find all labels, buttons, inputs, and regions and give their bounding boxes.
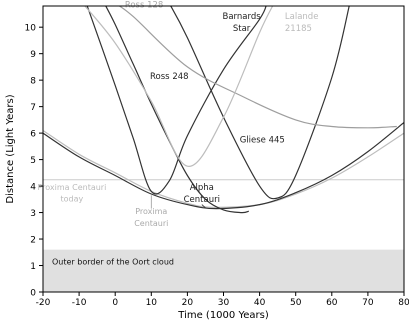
x-tick-label: 20 (182, 298, 194, 308)
series-line-lalande-21185 (84, 6, 274, 167)
annotation-label: Star (233, 24, 251, 34)
alpha-pointer (201, 204, 206, 209)
x-axis-ticks: -20 -10 0 10 20 30 40 50 60 70 80 (36, 292, 409, 308)
y-tick-label: 6 (30, 130, 36, 140)
y-tick-label: 3 (30, 209, 36, 219)
x-tick-label: 10 (146, 298, 158, 308)
annotation-label: Centauri (134, 219, 168, 228)
y-tick-label: 4 (30, 183, 36, 193)
x-tick-label: 0 (112, 298, 118, 308)
y-axis-label: Distance (Light Years) (5, 94, 16, 203)
x-tick-label: 80 (398, 298, 409, 308)
x-axis-label: Time (1000 Years) (177, 310, 269, 320)
y-tick-label: 7 (30, 103, 36, 113)
annotation-label: Ross 128 (125, 0, 164, 10)
x-tick-label: -10 (72, 298, 87, 308)
series-line-ross-248 (86, 6, 267, 195)
series-layer (43, 6, 404, 214)
axes-layer: -20 -10 0 10 20 30 40 50 60 70 80 0 1 2 3 4 5 6 7 8 9 10 Tim… (5, 5, 409, 320)
oort-cloud-label: Outer border of the Oort cloud (52, 258, 174, 267)
annotation-label: Proxima Centauri (37, 183, 106, 192)
y-tick-label: 1 (30, 262, 36, 272)
annotation-label: today (61, 194, 84, 203)
annotation-label: Centauri (184, 195, 220, 205)
x-tick-label: 50 (290, 298, 302, 308)
x-tick-label: 70 (362, 298, 374, 308)
y-tick-label: 9 (30, 50, 36, 60)
x-tick-label: 40 (254, 298, 266, 308)
y-tick-label: 5 (30, 156, 36, 166)
oort-cloud-region (43, 249, 404, 292)
annotation-label: Proxima (135, 207, 167, 216)
y-axis-ticks: 0 1 2 3 4 5 6 7 8 9 10 (25, 24, 43, 299)
annotation-label: Ross 248 (150, 72, 189, 82)
y-tick-label: 10 (25, 24, 37, 34)
annotation-label: Barnards (223, 12, 262, 22)
x-tick-label: -20 (36, 298, 51, 308)
y-tick-label: 0 (30, 289, 36, 299)
series-line-barnards-star (105, 6, 249, 214)
annotation-layer: Ross 128 Barnards Star Lalande 21185 Ross 248… (37, 0, 318, 228)
annotation-label: Gliese 445 (240, 135, 285, 145)
annotation-label: Alpha (190, 183, 214, 193)
y-tick-label: 2 (30, 236, 36, 246)
annotation-label: 21185 (285, 24, 312, 34)
series-line-ross-128 (118, 6, 397, 129)
series-line-proxima-centauri (43, 129, 404, 208)
annotation-label: Lalande (285, 12, 319, 22)
x-tick-label: 30 (218, 298, 230, 308)
x-tick-label: 60 (326, 298, 338, 308)
series-line-alpha-centauri (43, 122, 404, 210)
y-tick-label: 8 (30, 77, 36, 87)
series-line-gliese-445 (170, 6, 350, 200)
oort-region-layer: Outer border of the Oort cloud (43, 249, 404, 292)
